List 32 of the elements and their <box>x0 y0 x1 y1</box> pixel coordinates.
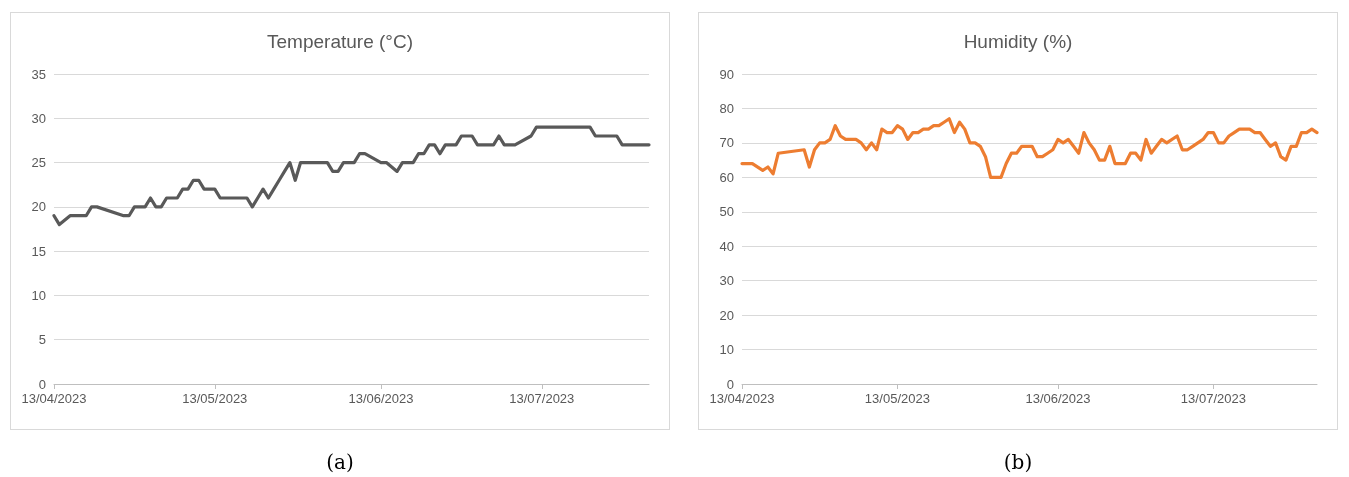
y-tick-label: 30 <box>31 110 46 126</box>
line-series <box>740 117 1319 179</box>
x-tick-label: 13/04/2023 <box>709 391 775 406</box>
y-tick-label: 10 <box>31 287 46 303</box>
y-tick-label: 15 <box>31 243 46 259</box>
y-tick-label: 70 <box>719 135 734 151</box>
y-tick-label: 20 <box>719 307 734 323</box>
text: (b) <box>1002 450 1034 474</box>
y-tick-label: 30 <box>719 273 734 289</box>
y-tick-label: 0 <box>38 376 46 392</box>
y-tick-label: 20 <box>31 199 46 215</box>
chart-title: Temperature (°C) <box>267 31 413 52</box>
y-tick-label: 40 <box>719 238 734 254</box>
x-tick-label: 13/04/2023 <box>21 391 87 406</box>
y-tick-label: 0 <box>726 376 734 392</box>
chart-title: Humidity (%) <box>963 31 1073 52</box>
y-tick-label: 60 <box>719 169 734 185</box>
x-tick-label: 13/06/2023 <box>348 391 414 406</box>
y-tick-label: 90 <box>719 66 734 82</box>
y-tick-label: 50 <box>719 204 734 220</box>
x-tick-label: 13/07/2023 <box>1180 391 1246 406</box>
y-tick-label: 5 <box>38 332 46 348</box>
x-tick-label: 13/07/2023 <box>509 391 575 406</box>
y-tick-label: 80 <box>719 100 734 116</box>
x-tick-label: 13/05/2023 <box>182 391 248 406</box>
x-tick-label: 13/05/2023 <box>864 391 930 406</box>
x-tick-label: 13/06/2023 <box>1025 391 1091 406</box>
y-tick-label: 25 <box>31 155 46 171</box>
line-series <box>52 125 651 227</box>
y-tick-label: 10 <box>719 342 734 358</box>
text: (a) <box>325 450 355 474</box>
y-tick-label: 35 <box>31 66 46 82</box>
